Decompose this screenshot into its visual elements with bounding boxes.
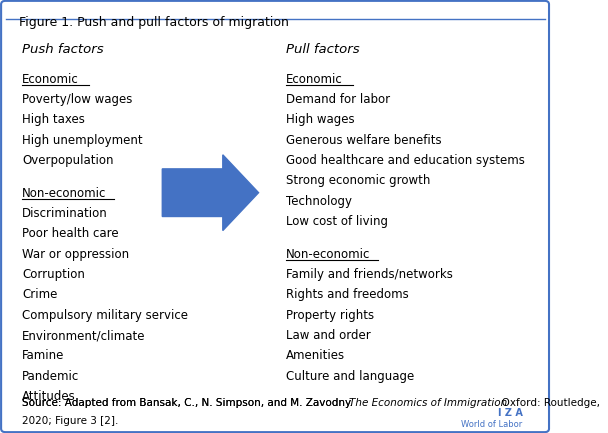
Text: Non-economic: Non-economic (22, 187, 106, 200)
Text: Compulsory military service: Compulsory military service (22, 309, 188, 322)
Text: Poverty/low wages: Poverty/low wages (22, 93, 133, 106)
Text: Overpopulation: Overpopulation (22, 154, 114, 167)
Text: Law and order: Law and order (286, 329, 371, 342)
Text: Demand for labor: Demand for labor (286, 93, 390, 106)
Text: Source: Adapted from Bansak, C., N. Simpson, and M. Zavodny.: Source: Adapted from Bansak, C., N. Simp… (22, 398, 356, 408)
Text: Low cost of living: Low cost of living (286, 215, 388, 228)
Text: Amenities: Amenities (286, 349, 345, 362)
Text: Push factors: Push factors (22, 43, 103, 56)
Text: Environment/climate: Environment/climate (22, 329, 145, 342)
Text: Pandemic: Pandemic (22, 370, 79, 383)
Text: Culture and language: Culture and language (286, 370, 414, 383)
Text: The Economics of Immigration: The Economics of Immigration (350, 398, 508, 408)
Text: Crime: Crime (22, 288, 57, 301)
Text: Corruption: Corruption (22, 268, 85, 281)
Text: Source: Adapted from Bansak, C., N. Simpson, and M. Zavodny.: Source: Adapted from Bansak, C., N. Simp… (22, 398, 356, 408)
Text: World of Labor: World of Labor (461, 420, 523, 429)
Text: War or oppression: War or oppression (22, 248, 129, 261)
Text: Economic: Economic (286, 73, 343, 86)
Text: Non-economic: Non-economic (286, 248, 370, 261)
Text: Poor health care: Poor health care (22, 227, 119, 240)
Text: Good healthcare and education systems: Good healthcare and education systems (286, 154, 525, 167)
Text: 2020; Figure 3 [2].: 2020; Figure 3 [2]. (22, 416, 119, 426)
Text: Rights and freedoms: Rights and freedoms (286, 288, 409, 301)
Text: High taxes: High taxes (22, 113, 85, 126)
Text: Figure 1. Push and pull factors of migration: Figure 1. Push and pull factors of migra… (19, 16, 289, 29)
Text: Generous welfare benefits: Generous welfare benefits (286, 134, 441, 147)
Text: High wages: High wages (286, 113, 354, 126)
Text: Technology: Technology (286, 195, 352, 208)
FancyBboxPatch shape (1, 1, 549, 432)
Text: Family and friends/networks: Family and friends/networks (286, 268, 453, 281)
Text: Strong economic growth: Strong economic growth (286, 174, 430, 187)
FancyArrow shape (162, 155, 258, 230)
Text: Discrimination: Discrimination (22, 207, 108, 220)
Text: Attitudes: Attitudes (22, 390, 76, 403)
Text: . Oxford: Routledge,: . Oxford: Routledge, (495, 398, 600, 408)
Text: Economic: Economic (22, 73, 79, 86)
Text: Property rights: Property rights (286, 309, 374, 322)
Text: Famine: Famine (22, 349, 64, 362)
Text: Pull factors: Pull factors (286, 43, 360, 56)
Text: High unemployment: High unemployment (22, 134, 143, 147)
Text: I Z A: I Z A (498, 408, 523, 418)
